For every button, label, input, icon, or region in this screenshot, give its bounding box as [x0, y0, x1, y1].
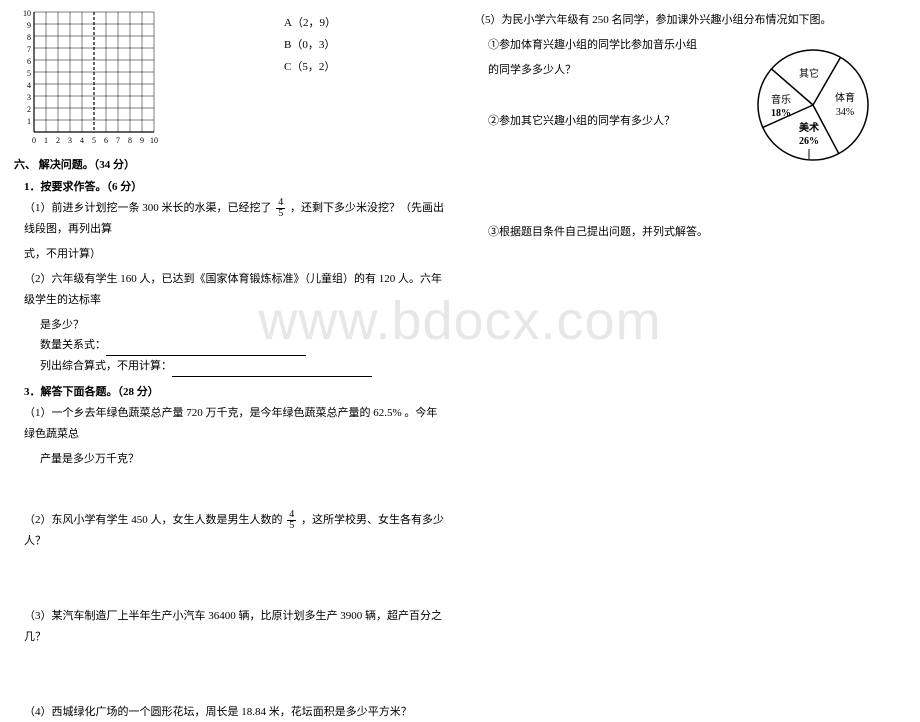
- fraction-4-5: 4 5: [276, 198, 285, 219]
- q5-p3: ③根据题目条件自己提出问题，并列式解答。: [488, 222, 906, 243]
- q1-head: 1．按要求作答。（6 分）: [24, 178, 446, 194]
- grid-svg: 10987654321 012345678910: [14, 6, 244, 146]
- svg-text:4: 4: [80, 136, 84, 145]
- q3-p2: （2）东风小学有学生 450 人，女生人数是男生人数的 4 5 ，这所学校男、女…: [24, 510, 446, 552]
- pie-label-music-pct: 18%: [771, 108, 791, 119]
- q3-p3: （3）某汽车制造厂上半年生产小汽车 36400 辆，比原计划多生产 3900 辆…: [24, 606, 446, 648]
- svg-text:2: 2: [27, 105, 31, 114]
- svg-text:10: 10: [150, 136, 158, 145]
- svg-text:4: 4: [27, 81, 31, 90]
- svg-text:7: 7: [27, 45, 31, 54]
- q1-p2-line2: 是多少？: [40, 315, 446, 336]
- coordinate-points: A（2，9） B（0，3） C（5，2）: [284, 12, 336, 78]
- point-a: A（2，9）: [284, 12, 336, 34]
- q3-head: 3．解答下面各题。（28 分）: [24, 383, 446, 399]
- svg-text:10: 10: [23, 9, 31, 18]
- pie-label-other: 其它: [799, 67, 819, 80]
- q5-intro: （5）为民小学六年级有 250 名同学，参加课外兴趣小组分布情况如下图。: [474, 10, 906, 31]
- q1-p1-line2: 式，不用计算）: [24, 244, 446, 265]
- svg-text:1: 1: [44, 136, 48, 145]
- equation-label: 列出综合算式，不用计算：: [40, 360, 172, 372]
- svg-text:2: 2: [56, 136, 60, 145]
- q3-p1b: 产量是多少万千克？: [40, 449, 446, 470]
- q5-p2: ②参加其它兴趣小组的同学有多少人？: [488, 111, 758, 132]
- svg-text:8: 8: [128, 136, 132, 145]
- relation-line: 数量关系式：: [40, 335, 446, 356]
- svg-text:6: 6: [104, 136, 108, 145]
- coordinate-grid: 10987654321 012345678910: [14, 6, 244, 146]
- q1-p1-pre: （1）前进乡计划挖一条 300 米长的水渠，已经挖了: [24, 202, 272, 214]
- fraction-4-5-b: 4 5: [287, 510, 296, 531]
- svg-text:6: 6: [27, 57, 31, 66]
- frac-den: 5: [276, 209, 285, 219]
- q3-p1a: （1）一个乡去年绿色蔬菜总产量 720 万千克，是今年绿色蔬菜总产量的 62.5…: [24, 403, 446, 445]
- svg-text:3: 3: [27, 93, 31, 102]
- point-b: B（0，3）: [284, 34, 336, 56]
- svg-text:9: 9: [27, 21, 31, 30]
- equation-line: 列出综合算式，不用计算：: [40, 356, 446, 377]
- section-6-title: 六、 解决问题。（34 分）: [14, 156, 446, 172]
- frac-den: 5: [287, 521, 296, 531]
- blank-line: [172, 365, 372, 377]
- svg-text:1: 1: [27, 117, 31, 126]
- pie-label-sport: 体育: [835, 91, 855, 104]
- q5-p1a: ①参加体育兴趣小组的同学比参加音乐小组: [488, 35, 744, 56]
- pie-label-sport-pct: 34%: [836, 107, 854, 118]
- svg-text:5: 5: [27, 69, 31, 78]
- right-column: （5）为民小学六年级有 250 名同学，参加课外兴趣小组分布情况如下图。 ①参加…: [460, 0, 920, 651]
- left-column: 10987654321 012345678910 A（2，9） B（0，3） C…: [0, 0, 460, 651]
- relation-label: 数量关系式：: [40, 339, 106, 351]
- q5-body: （5）为民小学六年级有 250 名同学，参加课外兴趣小组分布情况如下图。 ①参加…: [474, 10, 906, 132]
- q5-p1: ①参加体育兴趣小组的同学比参加音乐小组 的同学多多少人？: [474, 35, 744, 81]
- q3-p2-pre: （2）东风小学有学生 450 人，女生人数是男生人数的: [24, 514, 283, 526]
- svg-text:5: 5: [92, 136, 96, 145]
- q3-p4: （4）西城绿化广场的一个圆形花坛，周长是 18.84 米，花坛面积是多少平方米？: [24, 702, 446, 722]
- q1-p2: （2）六年级有学生 160 人，已达到《国家体育锻炼标准》（儿童组）的有 120…: [24, 269, 446, 311]
- svg-text:9: 9: [140, 136, 144, 145]
- svg-text:3: 3: [68, 136, 72, 145]
- pie-label-art: 美术: [799, 121, 819, 134]
- pie-svg: 其它 体育 34% 音乐 18% 美术 26%: [748, 40, 878, 170]
- pie-label-art-pct: 26%: [799, 136, 819, 147]
- q5-p1b: 的同学多多少人？: [488, 60, 744, 81]
- pie-label-music: 音乐: [771, 93, 791, 106]
- point-c: C（5，2）: [284, 56, 336, 78]
- pie-chart: 其它 体育 34% 音乐 18% 美术 26%: [748, 40, 878, 170]
- blank-line: [106, 344, 306, 356]
- q1-p1: （1）前进乡计划挖一条 300 米长的水渠，已经挖了 4 5 ，还剩下多少米没挖…: [24, 198, 446, 240]
- svg-text:0: 0: [32, 136, 36, 145]
- svg-text:8: 8: [27, 33, 31, 42]
- page: 10987654321 012345678910 A（2，9） B（0，3） C…: [0, 0, 920, 651]
- svg-text:7: 7: [116, 136, 120, 145]
- grid-area: 10987654321 012345678910 A（2，9） B（0，3） C…: [14, 6, 446, 146]
